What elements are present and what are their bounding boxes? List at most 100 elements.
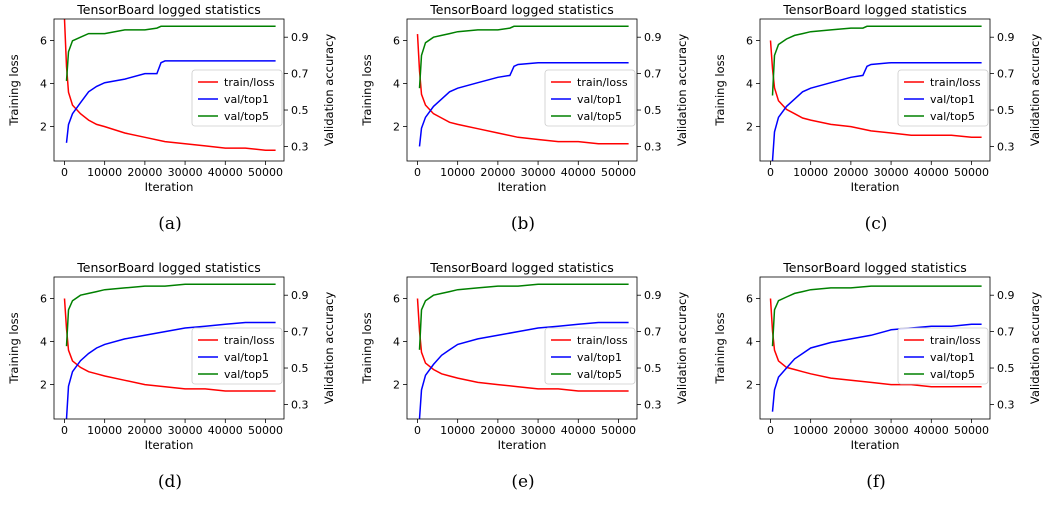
y2-tick-label: 0.9 — [644, 289, 662, 302]
legend-box — [544, 327, 636, 385]
y2-tick-label: 0.3 — [291, 398, 309, 411]
legend-label-val-top1: val/top1 — [577, 93, 622, 106]
chart-title: TensorBoard logged statistics — [429, 260, 613, 275]
chart-e: 0 10000 20000 30000 40000 50000 2 4 6 0.3 0.5 0.7 0.… — [360, 260, 689, 452]
x-tick-label: 30000 — [521, 424, 556, 437]
legend-box — [544, 69, 636, 127]
series-line-val-top5 — [418, 25, 629, 89]
series-line-val-top1 — [65, 321, 276, 419]
y2-tick-label: 0.7 — [644, 326, 662, 339]
series-line-train-loss — [416, 34, 629, 145]
y-axis-label: Training loss — [7, 54, 21, 126]
x-tick-label: 0 — [61, 166, 68, 179]
legend-box — [191, 327, 283, 385]
y2-axis-label: Validation accuracy — [1028, 292, 1042, 405]
caption-d: (d) — [157, 472, 183, 492]
y2-tick-label: 0.5 — [291, 362, 309, 375]
x-tick-label: 50000 — [601, 424, 636, 437]
x-tick-label: 0 — [414, 166, 421, 179]
series-line-val-top5 — [771, 285, 982, 347]
x-axis-label: Iteration — [851, 438, 900, 452]
series-line-train-loss — [63, 298, 276, 392]
series-line-val-top5 — [65, 25, 276, 81]
y2-tick-label: 0.5 — [291, 104, 309, 117]
x-tick-label: 20000 — [127, 166, 162, 179]
plot-frame — [406, 276, 638, 420]
x-tick-label: 40000 — [208, 424, 243, 437]
y-tick-label: 4 — [746, 336, 753, 349]
x-tick-label: 50000 — [248, 166, 283, 179]
y2-tick-label: 0.9 — [644, 31, 662, 44]
legend-box — [897, 69, 989, 127]
x-tick-label: 40000 — [914, 424, 949, 437]
legend-label-val-top5: val/top5 — [224, 368, 269, 381]
series-line-train-loss — [769, 40, 982, 139]
series-line-val-top1 — [65, 60, 276, 143]
chart-title: TensorBoard logged statistics — [429, 2, 613, 17]
y-tick-label: 4 — [393, 336, 400, 349]
x-tick-label: 0 — [414, 424, 421, 437]
panel-c: 0 10000 20000 30000 40000 50000 2 4 6 0.3 0.5 0.7 0.… — [706, 0, 1046, 258]
y2-axis-label: Validation accuracy — [322, 292, 336, 405]
legend-label-val-top5: val/top5 — [577, 110, 622, 123]
y2-axis-label: Validation accuracy — [322, 34, 336, 147]
x-axis-label: Iteration — [145, 438, 194, 452]
series-line-val-top5 — [771, 25, 982, 96]
y2-axis-label: Validation accuracy — [1028, 34, 1042, 147]
panel-a: 0 10000 20000 30000 40000 50000 2 4 6 0.3 0.5 0.7 0.… — [0, 0, 340, 258]
legend-box — [191, 69, 283, 127]
caption-f: (f) — [866, 472, 886, 492]
y-tick-label: 6 — [746, 293, 753, 306]
y2-tick-label: 0.7 — [291, 68, 309, 81]
caption-e: (e) — [511, 472, 535, 492]
x-axis-label: Iteration — [851, 180, 900, 194]
x-tick-label: 50000 — [248, 424, 283, 437]
x-tick-label: 10000 — [87, 166, 122, 179]
chart-d: 0 10000 20000 30000 40000 50000 2 4 6 0.3 0.5 0.7 0.… — [7, 260, 336, 452]
x-axis-label: Iteration — [145, 180, 194, 194]
caption-a: (a) — [158, 214, 182, 234]
x-tick-label: 0 — [61, 424, 68, 437]
x-tick-label: 30000 — [874, 166, 909, 179]
x-tick-label: 10000 — [87, 424, 122, 437]
legend-label-train-loss: train/loss — [930, 76, 981, 89]
x-tick-label: 10000 — [793, 424, 828, 437]
legend-label-val-top1: val/top1 — [224, 93, 269, 106]
x-tick-label: 50000 — [601, 166, 636, 179]
series-line-val-top5 — [418, 283, 629, 350]
y2-tick-label: 0.9 — [291, 289, 309, 302]
chart-f: 0 10000 20000 30000 40000 50000 2 4 6 0.3 0.5 0.7 0.… — [713, 260, 1042, 452]
series-group — [769, 25, 982, 161]
y2-tick-label: 0.9 — [997, 289, 1015, 302]
y2-tick-label: 0.7 — [997, 68, 1015, 81]
y-tick-label: 2 — [393, 379, 400, 392]
x-tick-label: 0 — [767, 166, 774, 179]
panel-b: 0 10000 20000 30000 40000 50000 2 4 6 0.3 0.5 0.7 0.… — [353, 0, 693, 258]
y2-tick-label: 0.5 — [644, 362, 662, 375]
series-line-val-top1 — [771, 323, 982, 412]
x-tick-label: 20000 — [833, 166, 868, 179]
y2-tick-label: 0.5 — [997, 104, 1015, 117]
series-group — [416, 25, 629, 147]
y2-tick-label: 0.3 — [644, 140, 662, 153]
y-tick-label: 2 — [40, 379, 47, 392]
legend-box — [897, 327, 989, 385]
chart-title: TensorBoard logged statistics — [76, 260, 260, 275]
caption-c: (c) — [864, 214, 888, 234]
y2-tick-label: 0.7 — [997, 326, 1015, 339]
legend-label-val-top5: val/top5 — [577, 368, 622, 381]
y-axis-label: Training loss — [713, 54, 727, 126]
y-axis-label: Training loss — [7, 312, 21, 384]
series-line-val-top1 — [771, 61, 982, 161]
x-tick-label: 20000 — [833, 424, 868, 437]
chart-c: 0 10000 20000 30000 40000 50000 2 4 6 0.3 0.5 0.7 0.… — [713, 2, 1042, 194]
x-axis-label: Iteration — [498, 438, 547, 452]
y-tick-label: 2 — [746, 379, 753, 392]
x-tick-label: 40000 — [208, 166, 243, 179]
series-line-val-top1 — [418, 61, 629, 147]
series-group — [63, 283, 276, 419]
chart-a: 0 10000 20000 30000 40000 50000 2 4 6 0.3 0.5 0.7 0.… — [7, 2, 336, 194]
x-tick-label: 10000 — [793, 166, 828, 179]
x-tick-label: 30000 — [168, 424, 203, 437]
series-line-val-top5 — [65, 283, 276, 347]
